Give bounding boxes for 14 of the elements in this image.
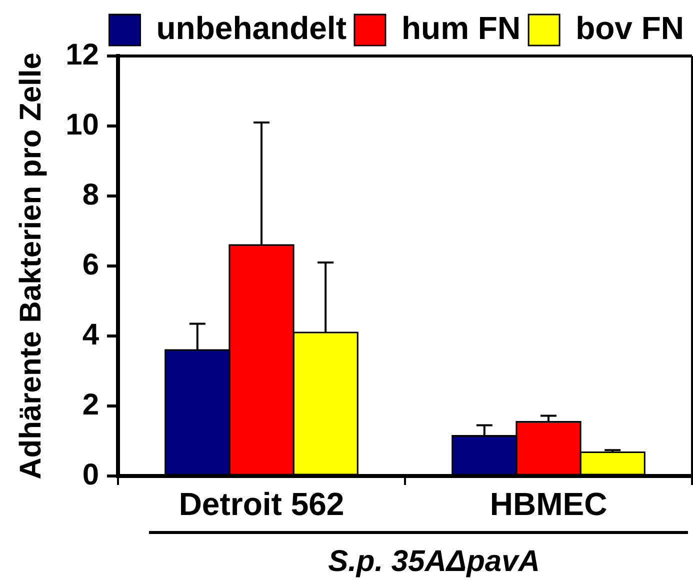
x-tick-label: HBMEC <box>490 486 608 522</box>
y-tick-label: 0 <box>82 458 99 492</box>
x-tick-label: Detroit 562 <box>178 486 344 522</box>
y-tick-label: 4 <box>82 318 100 352</box>
legend-label: bov FN <box>576 10 684 46</box>
legend-label: unbehandelt <box>156 10 347 46</box>
y-axis-title: Adhärente Bakterien pro Zelle <box>14 52 48 480</box>
legend-label: hum FN <box>401 10 521 46</box>
y-tick-label: 2 <box>82 388 99 422</box>
x-axis-title: S.p. 35AΔpavA <box>328 545 540 578</box>
y-tick-label: 10 <box>66 108 99 142</box>
y-tick-label: 6 <box>82 248 99 282</box>
y-tick-label: 12 <box>66 38 99 72</box>
y-tick-label: 8 <box>82 178 99 212</box>
